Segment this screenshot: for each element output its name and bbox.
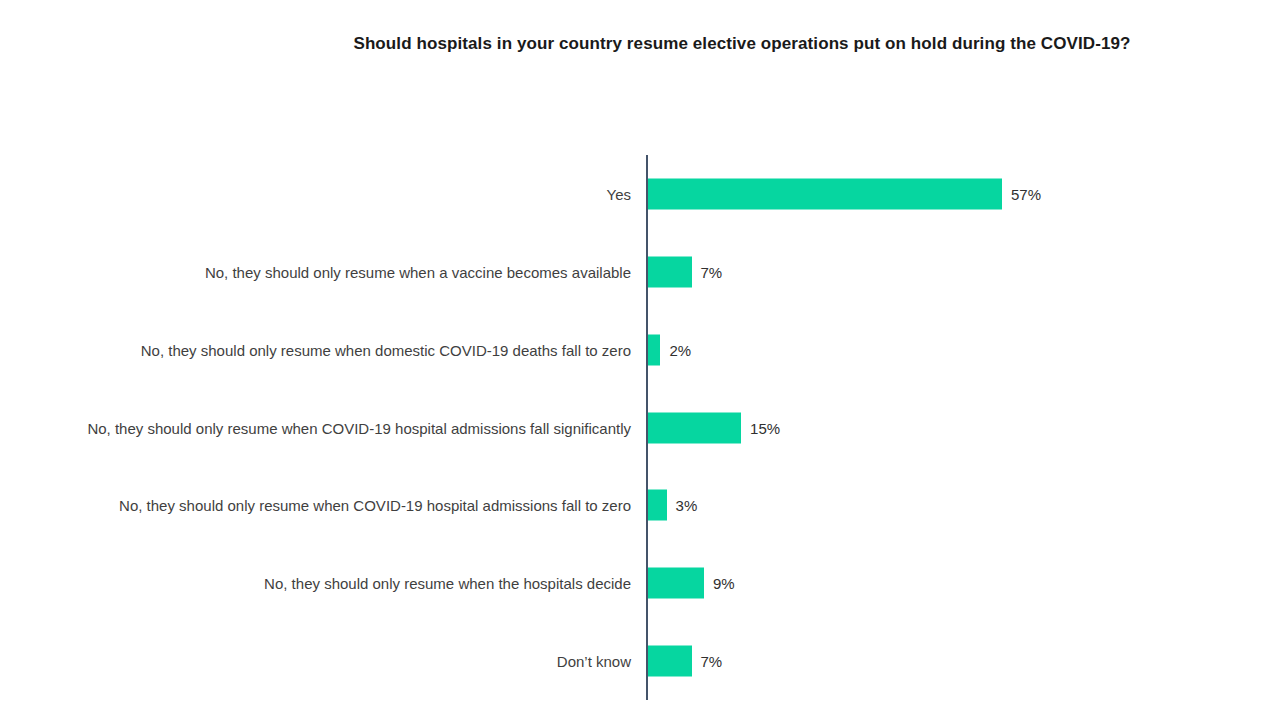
category-label: No, they should only resume when COVID-1… xyxy=(0,419,631,436)
value-label: 57% xyxy=(1011,185,1041,202)
bar xyxy=(648,178,1002,209)
chart-row: No, they should only resume when the hos… xyxy=(0,544,1280,622)
chart-row: No, they should only resume when a vacci… xyxy=(0,233,1280,311)
chart-title: Should hospitals in your country resume … xyxy=(204,34,1280,54)
category-label: No, they should only resume when the hos… xyxy=(0,575,631,592)
chart-row: No, they should only resume when domesti… xyxy=(0,311,1280,389)
bar-rows: Yes 57% No, they should only resume when a… xyxy=(0,155,1280,700)
value-label: 3% xyxy=(676,497,698,514)
chart-row: Yes 57% xyxy=(0,155,1280,233)
chart-row: No, they should only resume when COVID-1… xyxy=(0,389,1280,467)
value-label: 15% xyxy=(750,419,780,436)
category-label: No, they should only resume when domesti… xyxy=(0,341,631,358)
bar xyxy=(648,490,667,521)
chart-canvas: Should hospitals in your country resume … xyxy=(0,0,1280,720)
bar xyxy=(648,568,704,599)
value-label: 7% xyxy=(701,263,723,280)
y-axis-line xyxy=(646,155,648,700)
chart-row: Don’t know 7% xyxy=(0,622,1280,700)
category-label: Don’t know xyxy=(0,653,631,670)
category-label: No, they should only resume when a vacci… xyxy=(0,263,631,280)
chart-row: No, they should only resume when COVID-1… xyxy=(0,466,1280,544)
value-label: 2% xyxy=(669,341,691,358)
bar xyxy=(648,334,660,365)
bar xyxy=(648,412,741,443)
category-label: Yes xyxy=(0,185,631,202)
plot-area: Yes 57% No, they should only resume when a… xyxy=(0,155,1280,700)
bar xyxy=(648,256,692,287)
value-label: 9% xyxy=(713,575,735,592)
category-label: No, they should only resume when COVID-1… xyxy=(0,497,631,514)
value-label: 7% xyxy=(701,653,723,670)
bar xyxy=(648,646,692,677)
